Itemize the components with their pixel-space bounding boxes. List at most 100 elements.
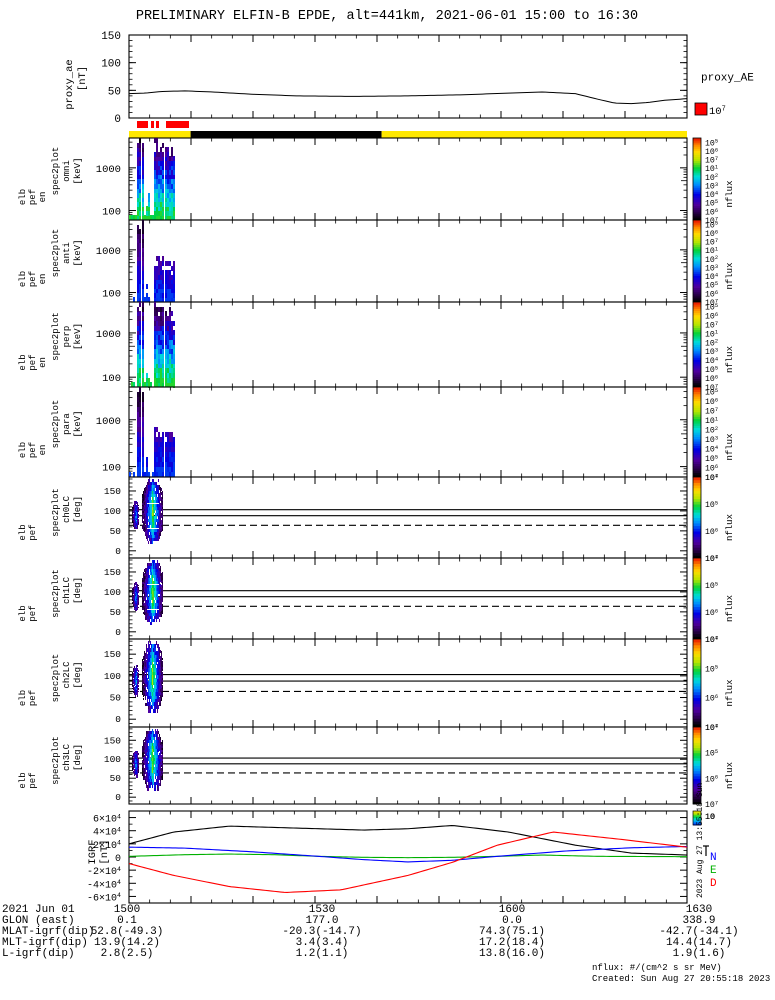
svg-text:105: 105 <box>705 665 718 675</box>
svg-text:-2×104: -2×104 <box>87 866 121 878</box>
svg-text:0: 0 <box>115 792 121 803</box>
svg-text:2.8(2.5): 2.8(2.5) <box>101 948 154 960</box>
svg-text:proxy_ae: proxy_ae <box>64 59 76 109</box>
svg-text:nflux: nflux <box>725 346 735 373</box>
svg-text:[nT]: [nT] <box>99 839 111 864</box>
svg-text:100: 100 <box>102 463 121 475</box>
svg-text:nflux: nflux <box>725 514 735 541</box>
svg-text:nflux: #/(cm^2 s sr MeV): nflux: #/(cm^2 s sr MeV) <box>592 963 722 973</box>
svg-text:100: 100 <box>102 207 121 219</box>
svg-text:N: N <box>710 852 717 864</box>
svg-text:100: 100 <box>102 289 121 301</box>
svg-text:150: 150 <box>104 486 121 497</box>
svg-text:4×104: 4×104 <box>93 827 121 839</box>
svg-text:150: 150 <box>104 735 121 746</box>
svg-text:nflux: nflux <box>725 595 735 622</box>
svg-text:spec2plot: spec2plot <box>51 400 61 449</box>
svg-text:pef: pef <box>28 189 38 205</box>
svg-text:50: 50 <box>110 526 122 537</box>
svg-text:spec2plot: spec2plot <box>51 312 61 361</box>
svg-text:ch0LC: ch0LC <box>62 495 72 523</box>
svg-text:105: 105 <box>705 388 718 398</box>
svg-text:150: 150 <box>104 567 121 578</box>
svg-text:spec2plot: spec2plot <box>51 147 61 196</box>
svg-text:PRELIMINARY ELFIN-B EPDE, alt=: PRELIMINARY ELFIN-B EPDE, alt=441km, 202… <box>136 9 638 24</box>
svg-text:D: D <box>710 878 717 890</box>
svg-text:106: 106 <box>705 527 718 537</box>
svg-text:IGRF: IGRF <box>87 839 99 864</box>
svg-text:elb: elb <box>18 690 28 706</box>
svg-text:1000: 1000 <box>96 246 121 258</box>
svg-text:102: 102 <box>705 426 718 436</box>
svg-text:100: 100 <box>104 671 121 682</box>
svg-text:100: 100 <box>104 754 121 765</box>
svg-text:1000: 1000 <box>96 164 121 176</box>
svg-text:107: 107 <box>705 800 718 810</box>
svg-text:-4×104: -4×104 <box>87 879 121 891</box>
svg-text:[nT]: [nT] <box>77 66 89 91</box>
svg-text:104: 104 <box>705 473 718 483</box>
svg-text:100: 100 <box>101 59 121 71</box>
svg-text:E: E <box>710 865 717 877</box>
svg-text:nflux: nflux <box>725 180 735 207</box>
svg-text:[deg]: [deg] <box>73 744 83 771</box>
svg-text:106: 106 <box>705 398 718 408</box>
svg-text:105: 105 <box>705 749 718 759</box>
svg-text:107: 107 <box>709 106 726 118</box>
svg-text:0: 0 <box>115 854 121 865</box>
svg-text:1.9(1.6): 1.9(1.6) <box>673 948 726 960</box>
svg-text:0: 0 <box>115 546 121 557</box>
svg-text:106: 106 <box>705 694 718 704</box>
svg-text:[keV]: [keV] <box>73 239 83 266</box>
svg-text:103: 103 <box>705 436 718 446</box>
svg-text:100: 100 <box>104 587 121 598</box>
svg-text:spec2plot: spec2plot <box>51 488 61 537</box>
svg-text:[deg]: [deg] <box>73 496 83 523</box>
svg-text:elb: elb <box>18 605 28 621</box>
svg-text:1000: 1000 <box>96 329 121 341</box>
svg-text:ch1LC: ch1LC <box>62 576 72 604</box>
svg-text:proxy_AE: proxy_AE <box>701 73 754 85</box>
svg-text:pef: pef <box>28 271 38 287</box>
svg-text:100: 100 <box>104 506 121 517</box>
svg-text:104: 104 <box>705 554 718 564</box>
svg-text:0: 0 <box>115 714 121 725</box>
svg-text:nflux: nflux <box>725 679 735 706</box>
svg-text:50: 50 <box>110 773 122 784</box>
svg-text:100: 100 <box>102 373 121 385</box>
svg-text:nflux: nflux <box>725 433 735 460</box>
svg-text:104: 104 <box>705 445 718 455</box>
svg-text:elb: elb <box>18 772 28 788</box>
svg-text:105: 105 <box>705 500 718 510</box>
svg-text:pef: pef <box>28 354 38 370</box>
svg-text:pef: pef <box>28 442 38 458</box>
svg-text:en: en <box>38 357 48 368</box>
svg-text:50: 50 <box>108 86 121 98</box>
svg-text:150: 150 <box>101 31 121 43</box>
svg-text:spec2plot: spec2plot <box>51 736 61 785</box>
svg-text:elb: elb <box>18 442 28 458</box>
svg-text:anti: anti <box>62 242 72 264</box>
svg-text:10: 10 <box>705 812 715 822</box>
svg-text:105: 105 <box>705 581 718 591</box>
svg-text:[deg]: [deg] <box>73 577 83 604</box>
svg-text:perp: perp <box>62 326 72 348</box>
svg-text:106: 106 <box>705 464 718 474</box>
svg-text:13.8(16.0): 13.8(16.0) <box>479 948 545 960</box>
svg-text:pef: pef <box>28 772 38 788</box>
svg-text:en: en <box>38 445 48 456</box>
svg-text:-6×104: -6×104 <box>87 892 121 904</box>
svg-text:Created: Sun Aug 27 20:55:18 2: Created: Sun Aug 27 20:55:18 2023 <box>592 974 770 984</box>
svg-text:pef: pef <box>28 605 38 621</box>
svg-text:[keV]: [keV] <box>73 157 83 184</box>
svg-text:elb: elb <box>18 271 28 287</box>
svg-text:105: 105 <box>705 455 718 465</box>
svg-text:ch2LC: ch2LC <box>62 661 72 689</box>
svg-text:104: 104 <box>705 635 718 645</box>
svg-text:en: en <box>38 274 48 285</box>
svg-text:6×104: 6×104 <box>93 813 121 825</box>
svg-text:L-igrf(dip): L-igrf(dip) <box>2 948 75 960</box>
svg-text:106: 106 <box>705 608 718 618</box>
svg-text:107: 107 <box>705 407 718 417</box>
svg-text:0: 0 <box>115 627 121 638</box>
